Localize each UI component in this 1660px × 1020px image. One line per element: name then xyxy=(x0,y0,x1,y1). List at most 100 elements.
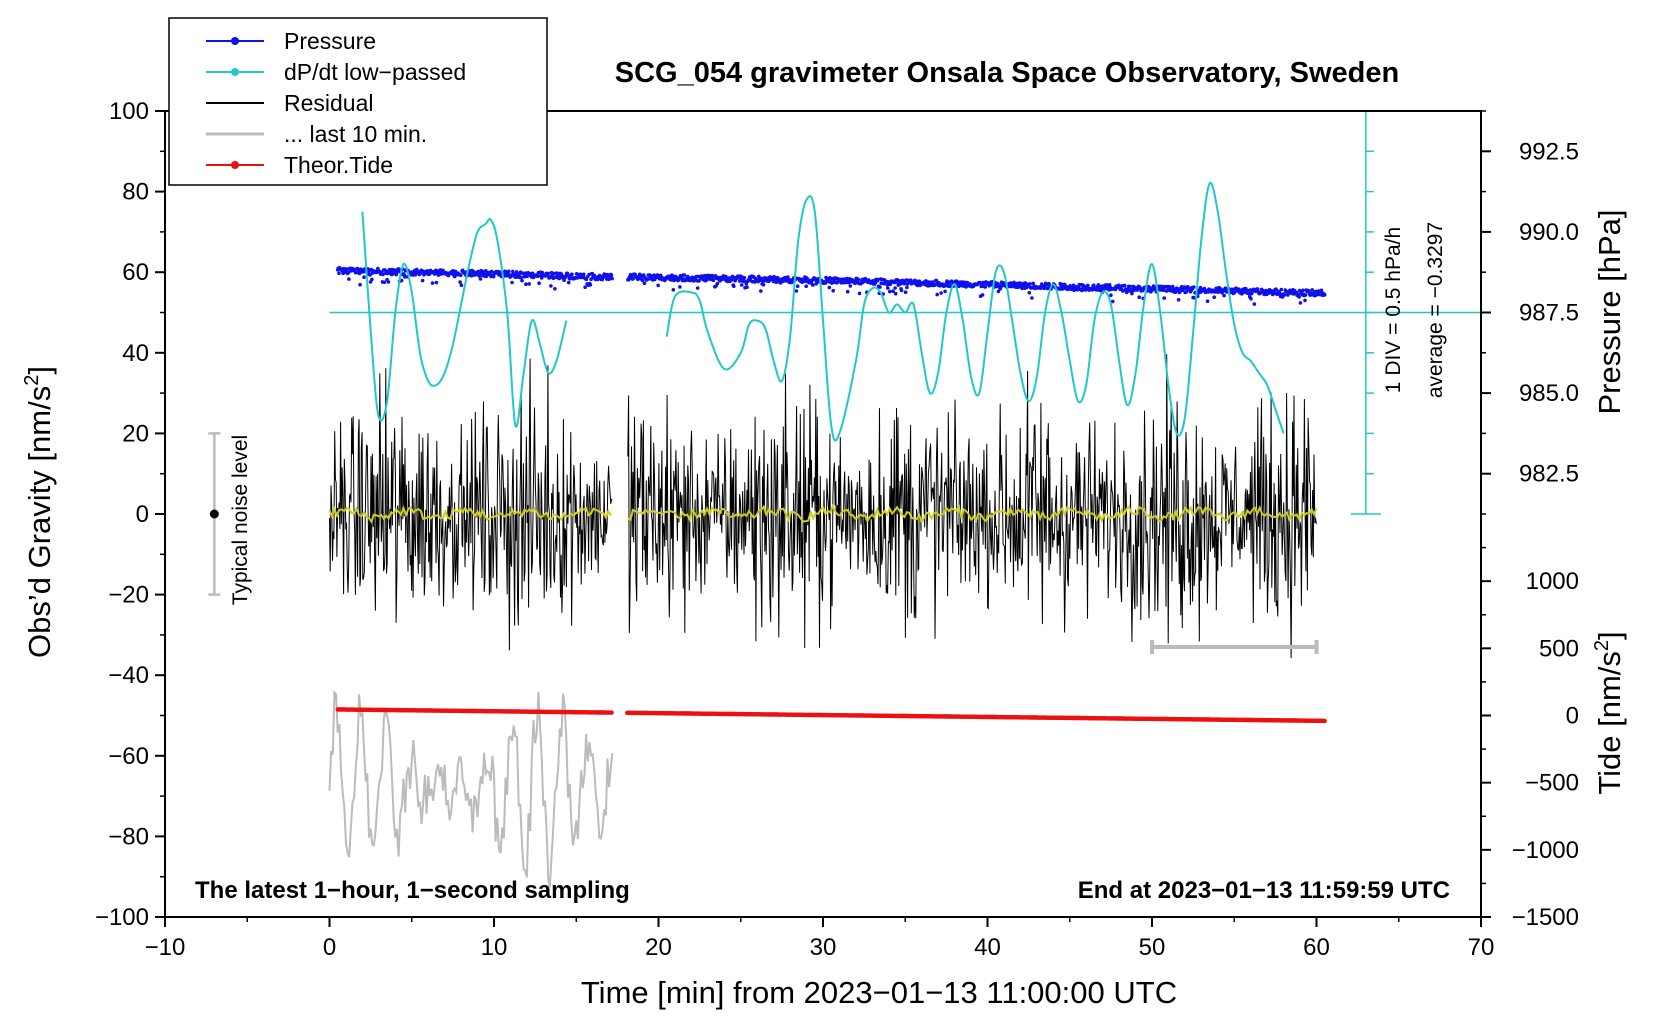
pressure-point xyxy=(588,283,593,287)
pressure-point xyxy=(1297,295,1301,299)
pressure-point xyxy=(1057,287,1062,291)
pressure-point xyxy=(386,280,391,284)
pressure-point xyxy=(983,285,987,289)
dpdt-line-segment-1 xyxy=(361,211,568,428)
pressure-tick-label: 987.5 xyxy=(1519,300,1579,327)
pressure-point xyxy=(345,267,349,272)
tide-tick-label: 500 xyxy=(1539,635,1579,662)
y-axis-left-title-sup: 2 xyxy=(21,375,43,386)
pressure-point xyxy=(358,282,362,287)
dpdt-scale-label: 1 DIV = 0.5 hPa/h xyxy=(1382,227,1405,393)
pressure-point xyxy=(631,276,635,281)
pressure-point xyxy=(1255,287,1260,291)
y-axis-left-title: Obs’d Gravity [nm/s2] xyxy=(21,366,57,658)
pressure-point xyxy=(1212,295,1216,300)
pressure-point xyxy=(1298,301,1303,305)
pressure-point xyxy=(1192,285,1196,289)
pressure-point xyxy=(1028,282,1032,286)
pressure-point xyxy=(981,280,985,285)
pressure-point xyxy=(458,280,462,284)
x-axis-title: Time [min] from 2023−01−13 11:00:00 UTC xyxy=(581,975,1177,1010)
pressure-point xyxy=(935,292,939,297)
pressure-point xyxy=(583,285,587,290)
pressure-point xyxy=(695,286,700,290)
pressure-point xyxy=(566,273,570,278)
annotation-end-time: End at 2023−01−13 11:59:59 UTC xyxy=(1078,877,1450,904)
pressure-tick-label: 982.5 xyxy=(1519,461,1579,488)
pressure-point xyxy=(420,278,425,283)
pressure-point xyxy=(1147,285,1151,289)
pressure-point xyxy=(888,289,892,294)
pressure-point xyxy=(1137,295,1141,300)
pressure-point xyxy=(759,289,763,293)
pressure-point xyxy=(1205,299,1210,304)
pressure-point xyxy=(1322,293,1327,297)
y-tick-label: −60 xyxy=(108,743,149,770)
y-tick-label: 20 xyxy=(122,420,149,447)
pressure-point xyxy=(346,270,351,275)
pressure-point xyxy=(1216,290,1220,294)
y-tick-label: 0 xyxy=(136,501,149,528)
pressure-point xyxy=(362,275,366,280)
pressure-point xyxy=(397,267,401,271)
pressure-point xyxy=(403,275,407,279)
y-axis-pressure-title: Pressure [hPa] xyxy=(1592,209,1627,414)
pressure-point xyxy=(525,274,529,279)
y-tick-label: −100 xyxy=(95,904,149,931)
pressure-point xyxy=(1020,286,1024,291)
plot-area xyxy=(208,110,1481,888)
annotation-latest-hour: The latest 1−hour, 1−second sampling xyxy=(195,877,630,904)
x-tick-label: 70 xyxy=(1468,934,1495,961)
x-tick-label: 50 xyxy=(1139,934,1166,961)
pressure-point xyxy=(381,272,385,277)
pressure-point xyxy=(937,281,941,285)
pressure-point xyxy=(823,281,828,285)
pressure-point xyxy=(1310,288,1314,292)
pressure-point xyxy=(879,281,883,286)
legend-label: Residual xyxy=(284,90,374,116)
pressure-point xyxy=(549,284,553,288)
pressure-point xyxy=(1279,287,1284,292)
pressure-point xyxy=(1282,293,1287,297)
dpdt-line-segment-2 xyxy=(665,181,1285,442)
y-tick-label: −40 xyxy=(108,662,149,689)
pressure-point xyxy=(980,293,985,297)
pressure-point xyxy=(656,283,660,288)
pressure-point xyxy=(555,271,559,275)
pressure-point xyxy=(1247,291,1251,296)
pressure-point xyxy=(337,271,341,276)
pressure-tick-label: 992.5 xyxy=(1519,138,1579,165)
pressure-point xyxy=(905,285,909,290)
pressure-point xyxy=(886,286,890,290)
y-tick-label: 40 xyxy=(122,340,149,367)
legend-swatch-marker xyxy=(231,37,239,45)
pressure-point xyxy=(520,278,524,283)
pressure-point xyxy=(804,284,808,289)
y-tick-label: 100 xyxy=(109,98,149,125)
pressure-point xyxy=(1223,286,1228,291)
pressure-point xyxy=(933,283,937,287)
x-tick-label: 0 xyxy=(323,934,336,961)
pressure-point xyxy=(697,279,701,283)
pressure-point xyxy=(1303,293,1308,297)
legend-label: ... last 10 min. xyxy=(284,121,427,147)
x-tick-label: 40 xyxy=(974,934,1001,961)
legend-label: Pressure xyxy=(284,28,376,54)
pressure-point xyxy=(434,280,439,285)
pressure-point xyxy=(546,271,551,276)
pressure-point xyxy=(876,277,880,282)
pressure-point xyxy=(489,269,494,274)
pressure-point xyxy=(996,289,1001,294)
last-10-min-line xyxy=(328,690,614,888)
residual-lowpass-line xyxy=(328,503,1318,525)
pressure-point xyxy=(459,283,464,288)
legend-label: dP/dt low−passed xyxy=(284,59,466,85)
pressure-point xyxy=(1167,284,1172,289)
y-axis-left-title-text: Obs’d Gravity [nm/s xyxy=(22,386,57,658)
pressure-point xyxy=(553,287,557,291)
legend: Pressure dP/dt low−passed Residual ... last… xyxy=(168,17,548,186)
tide-points xyxy=(335,707,1327,724)
pressure-point xyxy=(1086,283,1090,288)
pressure-point xyxy=(1130,291,1134,296)
pressure-point xyxy=(711,278,716,283)
